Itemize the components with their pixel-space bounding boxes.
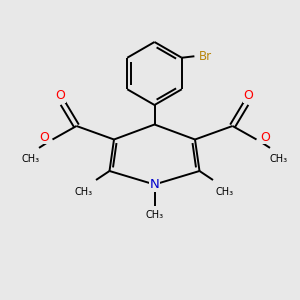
- Text: O: O: [244, 89, 253, 102]
- Text: CH₃: CH₃: [216, 187, 234, 197]
- Text: CH₃: CH₃: [22, 154, 40, 164]
- Text: CH₃: CH₃: [269, 154, 287, 164]
- Text: N: N: [150, 178, 159, 191]
- Text: O: O: [260, 130, 270, 144]
- Text: Br: Br: [199, 50, 212, 63]
- Text: O: O: [56, 89, 65, 102]
- Text: CH₃: CH₃: [146, 210, 164, 220]
- Text: CH₃: CH₃: [75, 187, 93, 197]
- Text: O: O: [39, 130, 49, 144]
